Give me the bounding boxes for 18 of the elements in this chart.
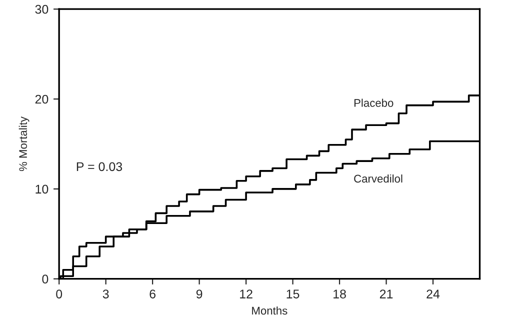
x-tick-label: 0 [56,290,62,298]
y-tick-label: 30 [35,4,48,14]
x-axis-title: Months [252,306,288,315]
x-tick-label: 12 [240,290,252,298]
x-tick-label: 21 [380,290,393,298]
series-label: Placebo [354,98,394,107]
annotation: P = 0.03 [76,162,122,172]
x-tick-label: 15 [286,290,300,298]
x-tick-label: 6 [150,290,156,298]
y-axis-title: % Mortality [18,116,30,172]
x-tick-label: 9 [196,290,202,298]
y-tick-label: 0 [42,274,48,284]
y-tick-label: 20 [35,94,48,104]
x-tick-label: 3 [102,290,109,298]
x-tick-label: 18 [334,290,346,298]
y-tick-label: 10 [36,184,48,194]
series-label: Carvedilol [354,174,402,183]
x-tick-label: 24 [426,290,440,298]
